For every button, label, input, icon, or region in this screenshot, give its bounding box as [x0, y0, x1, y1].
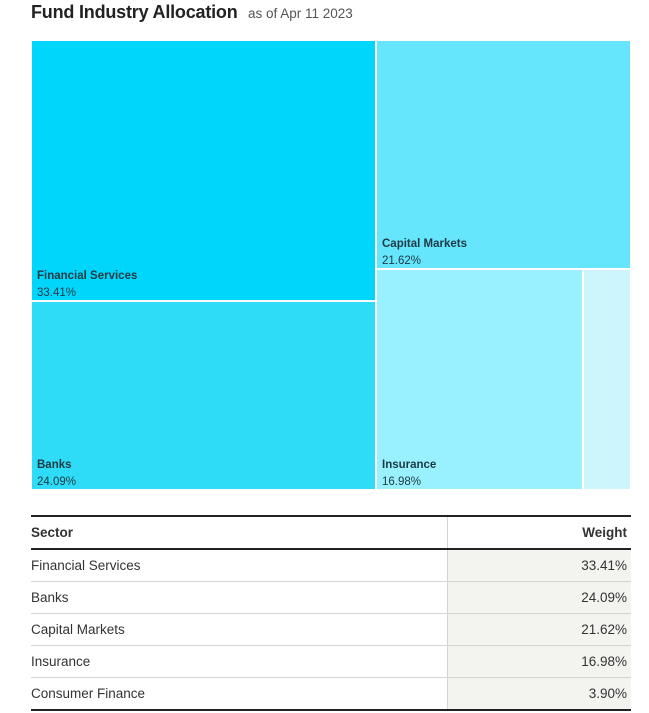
table-row: Banks 24.09% — [31, 581, 631, 614]
tile-weight-label: 24.09% — [37, 475, 77, 488]
table-row: Insurance 16.98% — [31, 645, 631, 678]
table-row: Financial Services 33.41% — [31, 549, 631, 582]
weight-cell: 33.41% — [447, 549, 631, 582]
sector-cell: Banks — [31, 581, 448, 614]
weight-cell: 16.98% — [447, 645, 631, 678]
treemap-tile-capital-markets[interactable]: Capital Markets 21.62% — [376, 40, 631, 269]
sector-column-header: Sector — [31, 515, 448, 550]
as-of-date: as of Apr 11 2023 — [247, 6, 353, 21]
tile-sector-name: Insurance — [382, 458, 437, 471]
chart-header: Fund Industry Allocation as of Apr 11 20… — [31, 2, 353, 23]
tile-label: Capital Markets 21.62% — [382, 236, 467, 270]
sector-cell: Consumer Finance — [31, 677, 448, 711]
weight-column-header: Weight — [447, 515, 631, 550]
weight-cell: 21.62% — [447, 613, 631, 646]
tile-weight-label: 33.41% — [37, 287, 77, 300]
sector-cell: Capital Markets — [31, 613, 448, 646]
treemap-tile-financial-services[interactable]: Financial Services 33.41% — [31, 40, 376, 302]
tile-sector-name: Financial Services — [37, 270, 138, 283]
tile-sector-name: Capital Markets — [382, 237, 468, 250]
tile-label: Insurance 16.98% — [382, 457, 436, 491]
sector-cell: Insurance — [31, 645, 448, 678]
tile-label: Financial Services 33.41% — [37, 268, 137, 302]
table-row: Capital Markets 21.62% — [31, 613, 631, 646]
weight-cell: 24.09% — [447, 581, 631, 614]
treemap-tile-insurance[interactable]: Insurance 16.98% — [376, 268, 584, 491]
treemap-tile-banks[interactable]: Banks 24.09% — [31, 301, 376, 490]
weight-cell: 3.90% — [447, 677, 631, 711]
tile-sector-name: Banks — [37, 458, 72, 471]
allocation-table: Sector Weight Financial Services 33.41% … — [31, 515, 631, 711]
tile-weight-label: 16.98% — [382, 475, 422, 488]
tile-label: Banks 24.09% — [37, 457, 76, 491]
chart-title: Fund Industry Allocation — [31, 2, 238, 22]
sector-cell: Financial Services — [31, 549, 448, 582]
table-header-row: Sector Weight — [31, 515, 631, 550]
tile-weight-label: 21.62% — [382, 254, 422, 267]
treemap-tile-consumer-finance[interactable] — [583, 268, 631, 490]
table-row: Consumer Finance 3.90% — [31, 677, 631, 711]
industry-treemap: Financial Services 33.41% Banks 24.09% Capit… — [31, 40, 631, 490]
